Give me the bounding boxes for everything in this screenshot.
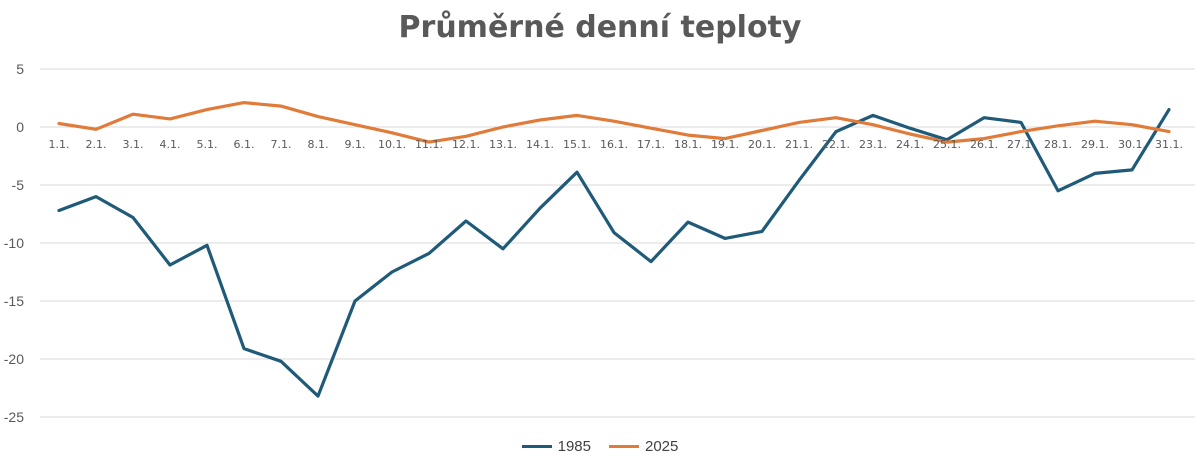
y-tick-label: 5 [16,61,24,77]
series-line-1985 [57,107,1171,398]
legend: 1985 2025 [0,438,1200,455]
x-tick-label: 5.1. [197,138,218,151]
legend-label-1985: 1985 [557,438,591,455]
x-tick-label: 12.1. [452,138,480,151]
x-tick-label: 30.1. [1118,138,1146,151]
y-axis-ticks: 5 0 -5 -10 -15 -20 -25 [4,61,24,425]
x-tick-label: 19.1. [711,138,739,151]
x-tick-label: 1.1. [49,138,70,151]
x-tick-label: 11.1. [415,138,443,151]
x-tick-label: 22.1. [822,138,850,151]
x-tick-label: 27.1. [1007,138,1035,151]
x-tick-label: 6.1. [234,138,255,151]
x-tick-label: 10.1. [378,138,406,151]
y-tick-label: -5 [12,177,25,193]
x-tick-label: 23.1. [859,138,887,151]
x-tick-label: 2.1. [86,138,107,151]
legend-swatch-2025 [609,445,639,448]
x-tick-label: 14.1. [526,138,554,151]
gridlines [40,68,1195,418]
x-tick-label: 16.1. [600,138,628,151]
x-tick-label: 3.1. [123,138,144,151]
series-lines [57,100,1171,398]
x-tick-label: 31.1. [1155,138,1183,151]
x-tick-label: 28.1. [1044,138,1072,151]
x-tick-label: 20.1. [748,138,776,151]
series-line-2025 [57,100,1171,144]
x-tick-label: 8.1. [308,138,329,151]
x-tick-label: 4.1. [160,138,181,151]
x-axis-ticks: 1.1. 2.1. 3.1. 4.1. 5.1. 6.1. 7.1. 8.1. 9.1. 10.1… [49,138,1184,151]
y-tick-label: -25 [4,409,24,425]
x-tick-label: 18.1. [674,138,702,151]
x-tick-label: 25.1. [933,138,961,151]
x-tick-label: 29.1. [1081,138,1109,151]
y-tick-label: 0 [16,119,24,135]
legend-item-2025: 2025 [609,438,678,455]
legend-item-1985: 1985 [521,438,591,455]
legend-swatch-1985 [521,445,552,448]
x-tick-label: 24.1. [896,138,924,151]
legend-label-2025: 2025 [645,438,679,455]
x-tick-label: 13.1. [489,138,517,151]
x-tick-label: 17.1. [637,138,665,151]
y-tick-label: -15 [4,293,24,309]
x-tick-label: 7.1. [271,138,292,151]
y-tick-label: -10 [4,235,24,251]
x-tick-label: 15.1. [563,138,591,151]
chart-title: Průměrné denní teploty [398,10,802,45]
y-tick-label: -20 [4,351,24,367]
x-tick-label: 9.1. [345,138,366,151]
x-tick-label: 26.1. [970,138,998,151]
x-tick-label: 21.1. [785,138,813,151]
